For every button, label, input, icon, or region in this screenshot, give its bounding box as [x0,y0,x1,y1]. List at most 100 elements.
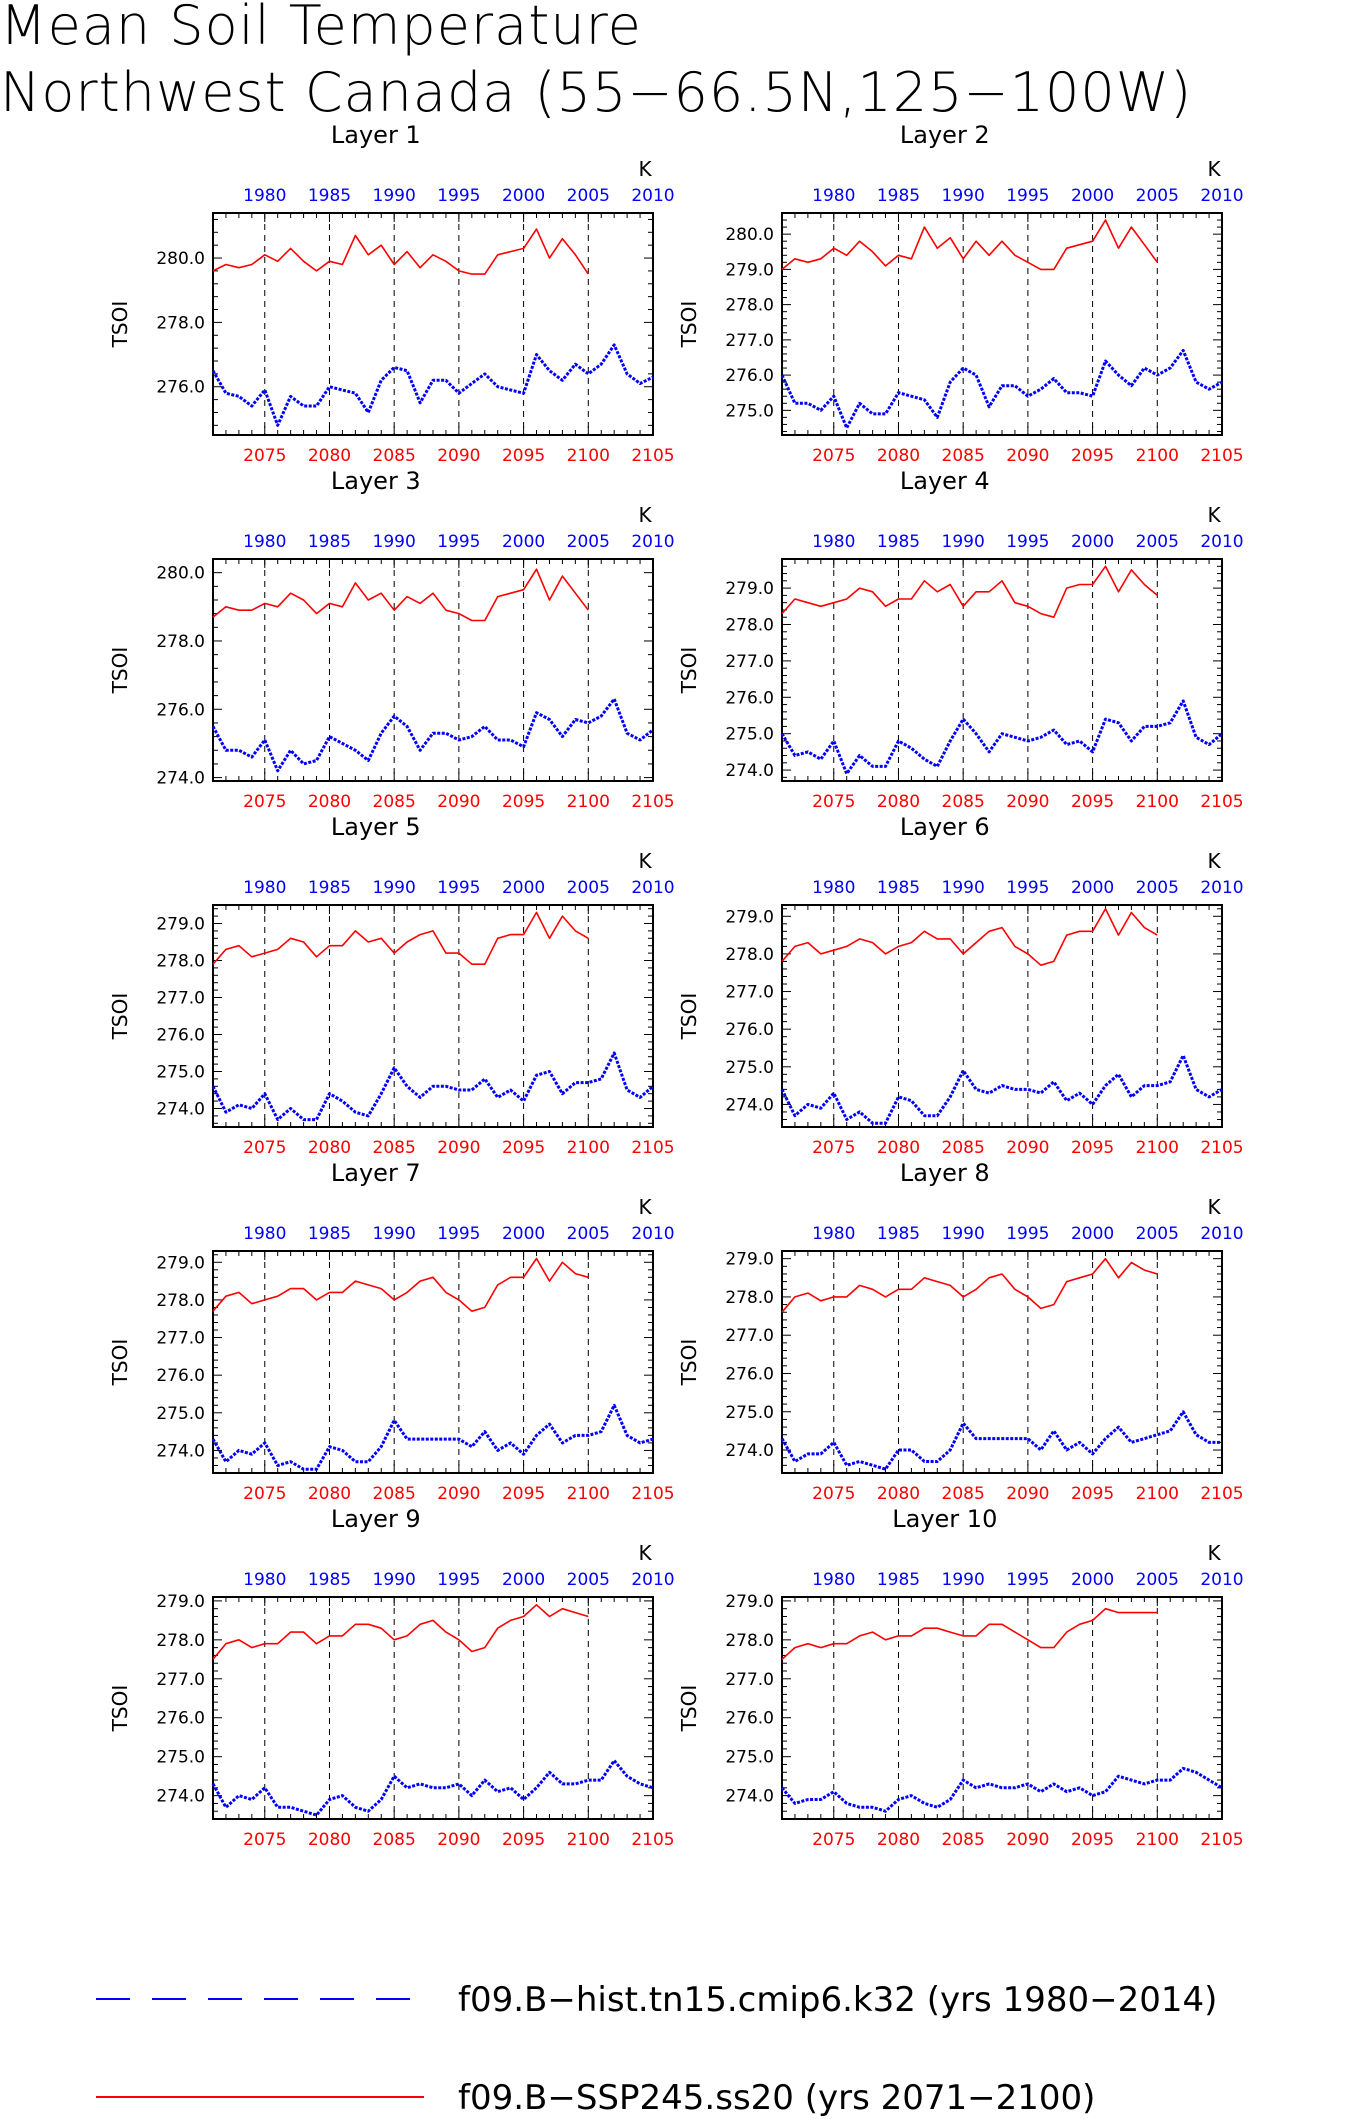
x-bottom-tick-label: 2095 [502,1830,545,1850]
x-top-tick-label: 1980 [243,1570,286,1590]
x-top-tick-label: 1980 [812,1570,855,1590]
x-top-tick-label: 1980 [812,186,855,206]
plot-frame [212,1596,654,1820]
x-bottom-tick-label: 2095 [1071,446,1114,466]
series-line-ssp245 [781,1607,1158,1660]
x-bottom-tick-label: 2105 [1200,792,1243,812]
panel-layer-5: 274.0 275.0 276.0 277.0 278.0 279.0 2075 2080 20… [108,813,675,1158]
x-bottom-tick-label: 2075 [812,1830,855,1850]
series-line-ssp245 [212,568,589,622]
y-tick-label: 274.0 [725,1441,774,1461]
x-top-tick-label: 1980 [812,1224,855,1244]
x-bottom-tick-label: 2080 [877,1138,920,1158]
unit-label: K [1207,503,1221,527]
x-top-tick-label: 1995 [437,1570,480,1590]
y-tick-label: 274.0 [156,1100,205,1120]
x-bottom-tick-label: 2090 [437,792,480,812]
unit-label: K [638,157,652,181]
y-tick-label: 274.0 [156,1441,205,1461]
x-top-tick-label: 1995 [1006,1224,1049,1244]
plot-frame [212,212,654,436]
y-tick-label: 279.0 [725,1592,774,1612]
legend-ssp-label: f09.B−SSP245.ss20 (yrs 2071−2100) [458,2078,1095,2118]
series-line-hist [780,1410,1222,1471]
x-top-tick-label: 1990 [373,1570,416,1590]
y-axis-label: TSOI [108,1685,132,1733]
x-bottom-tick-label: 2085 [942,1138,985,1158]
y-tick-label: 276.0 [156,1709,205,1729]
y-tick-label: 276.0 [725,1364,774,1384]
x-bottom-tick-label: 2090 [437,1830,480,1850]
x-top-tick-label: 2000 [502,186,545,206]
y-tick-label: 276.0 [156,1026,205,1046]
x-bottom-tick-label: 2100 [567,1484,610,1504]
x-bottom-tick-label: 2105 [631,1830,674,1850]
y-axis-label: TSOI [108,647,132,695]
panel-layer-7: 274.0 275.0 276.0 277.0 278.0 279.0 2075 2080 20… [108,1159,675,1504]
x-top-tick-label: 2005 [567,878,610,898]
x-bottom-tick-label: 2075 [812,1484,855,1504]
y-axis-label: TSOI [108,1339,132,1387]
series-line-ssp245 [212,911,589,966]
x-bottom-tick-label: 2105 [631,792,674,812]
series-line-hist [780,699,1223,776]
x-bottom-tick-label: 2075 [812,446,855,466]
y-tick-label: 276.0 [725,1020,774,1040]
series-line-hist [211,1051,654,1122]
x-bottom-tick-label: 2085 [942,446,985,466]
x-top-tick-label: 1990 [942,1570,985,1590]
y-tick-label: 275.0 [156,1404,205,1424]
y-tick-label: 278.0 [725,945,774,965]
x-top-tick-label: 2005 [567,1224,610,1244]
x-top-tick-label: 2000 [1071,1570,1114,1590]
x-bottom-tick-label: 2100 [1136,446,1179,466]
x-top-tick-label: 1995 [437,878,480,898]
x-bottom-tick-label: 2100 [567,792,610,812]
x-top-tick-label: 2010 [631,532,674,552]
x-top-tick-label: 1980 [812,878,855,898]
x-bottom-tick-label: 2095 [502,1484,545,1504]
x-top-tick-label: 2010 [1200,1224,1243,1244]
x-bottom-tick-label: 2075 [243,1138,286,1158]
y-tick-label: 274.0 [725,1095,774,1115]
x-bottom-tick-label: 2095 [1071,792,1114,812]
panel-title: Layer 7 [331,1159,421,1187]
y-tick-label: 278.0 [156,1631,205,1651]
unit-label: K [638,849,652,873]
y-tick-label: 277.0 [156,989,205,1009]
series-line-hist [780,1766,1223,1813]
x-top-tick-label: 2005 [567,532,610,552]
x-top-tick-label: 1985 [308,878,351,898]
panel-title: Layer 6 [900,813,990,841]
y-tick-label: 274.0 [156,769,205,789]
x-top-tick-label: 1995 [1006,878,1049,898]
x-top-tick-label: 2005 [567,1570,610,1590]
x-top-tick-label: 2005 [1136,532,1179,552]
x-top-tick-label: 2000 [1071,532,1114,552]
series-line-ssp245 [781,565,1158,619]
y-tick-label: 276.0 [156,378,205,398]
x-bottom-tick-label: 2105 [631,446,674,466]
x-top-tick-label: 1980 [243,1224,286,1244]
x-top-tick-label: 1995 [437,1224,480,1244]
panel-title: Layer 10 [892,1505,997,1533]
x-top-tick-label: 1985 [308,1570,351,1590]
panel-title: Layer 9 [331,1505,421,1533]
x-top-tick-label: 1985 [308,532,351,552]
x-bottom-tick-label: 2080 [877,446,920,466]
x-top-tick-label: 2010 [631,1224,674,1244]
y-tick-label: 275.0 [156,1748,205,1768]
x-bottom-tick-label: 2080 [877,1484,920,1504]
y-tick-label: 277.0 [156,1670,205,1690]
y-tick-label: 275.0 [725,1748,774,1768]
x-top-tick-label: 2005 [1136,1570,1179,1590]
y-tick-label: 277.0 [725,652,774,672]
x-top-tick-label: 2010 [1200,1570,1243,1590]
x-top-tick-label: 2000 [502,878,545,898]
panel-layer-9: 274.0 275.0 276.0 277.0 278.0 279.0 2075 2080 20… [108,1505,675,1850]
legend-hist-label: f09.B−hist.tn15.cmip6.k32 (yrs 1980−2014… [458,1980,1217,2020]
panel-title: Layer 5 [331,813,421,841]
x-top-tick-label: 2010 [1200,532,1243,552]
y-axis-label: TSOI [677,301,701,349]
y-tick-label: 276.0 [725,688,774,708]
